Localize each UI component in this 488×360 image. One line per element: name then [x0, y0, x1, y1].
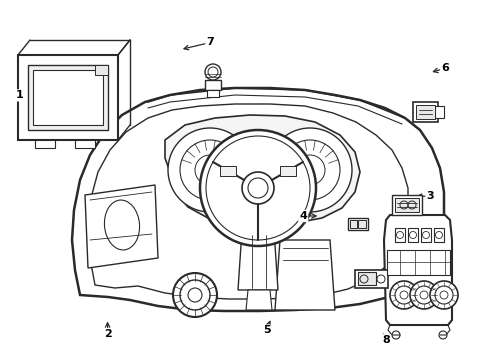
Polygon shape	[238, 230, 278, 290]
Text: 1: 1	[16, 90, 23, 100]
Polygon shape	[35, 140, 55, 148]
Polygon shape	[407, 228, 417, 242]
Polygon shape	[274, 240, 334, 310]
Circle shape	[429, 281, 457, 309]
Polygon shape	[164, 115, 359, 225]
Text: 2: 2	[103, 329, 111, 339]
Circle shape	[200, 130, 315, 246]
Polygon shape	[349, 220, 356, 228]
Polygon shape	[391, 195, 421, 215]
Polygon shape	[75, 140, 95, 148]
Polygon shape	[33, 70, 103, 125]
Polygon shape	[219, 166, 235, 176]
Polygon shape	[85, 185, 158, 268]
Polygon shape	[88, 104, 407, 299]
Text: 3: 3	[426, 191, 433, 201]
Circle shape	[242, 172, 273, 204]
Polygon shape	[28, 65, 108, 130]
Circle shape	[173, 273, 217, 317]
Ellipse shape	[104, 200, 139, 250]
Polygon shape	[412, 102, 437, 122]
Polygon shape	[433, 228, 443, 242]
Circle shape	[409, 281, 437, 309]
Polygon shape	[18, 55, 118, 140]
Circle shape	[168, 128, 251, 212]
Polygon shape	[394, 198, 418, 212]
Polygon shape	[354, 270, 387, 288]
Text: 7: 7	[206, 37, 214, 48]
Polygon shape	[206, 90, 219, 97]
Circle shape	[389, 281, 417, 309]
Polygon shape	[245, 290, 271, 310]
Circle shape	[267, 128, 351, 212]
Polygon shape	[347, 218, 367, 230]
Text: 4: 4	[299, 211, 306, 221]
Text: 5: 5	[262, 325, 270, 336]
Polygon shape	[357, 272, 375, 285]
Polygon shape	[72, 88, 443, 311]
Text: 8: 8	[382, 335, 389, 345]
Text: 6: 6	[440, 63, 448, 73]
Polygon shape	[420, 228, 430, 242]
Polygon shape	[357, 220, 365, 228]
Polygon shape	[386, 250, 449, 275]
Circle shape	[204, 64, 221, 80]
Polygon shape	[280, 166, 296, 176]
Polygon shape	[204, 80, 221, 90]
Polygon shape	[383, 215, 451, 325]
Polygon shape	[415, 105, 434, 119]
Polygon shape	[434, 106, 443, 118]
Polygon shape	[95, 65, 108, 75]
Polygon shape	[394, 228, 404, 242]
